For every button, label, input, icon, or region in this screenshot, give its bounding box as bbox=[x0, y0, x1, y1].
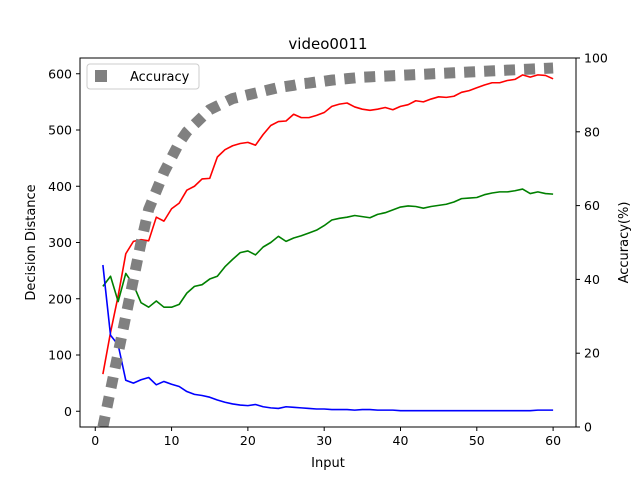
y-tick-label: 300 bbox=[48, 235, 72, 250]
x-tick-label: 10 bbox=[164, 433, 180, 448]
chart-title: video0011 bbox=[288, 35, 367, 53]
y2-tick-label: 80 bbox=[584, 124, 600, 139]
y2-tick-label: 40 bbox=[584, 272, 600, 287]
y2-tick-label: 100 bbox=[584, 51, 608, 66]
y2-axis-label: Accuracy(%) bbox=[617, 202, 632, 284]
y-tick-label: 0 bbox=[64, 404, 72, 419]
x-tick-label: 60 bbox=[545, 433, 561, 448]
y-axis-label: Decision Distance bbox=[24, 184, 39, 300]
x-axis-label: Input bbox=[311, 456, 345, 471]
y2-tick-label: 20 bbox=[584, 346, 600, 361]
y-tick-label: 600 bbox=[48, 66, 72, 81]
y-tick-label: 400 bbox=[48, 179, 72, 194]
legend-label-accuracy: Accuracy bbox=[130, 70, 190, 85]
x-tick-label: 50 bbox=[469, 433, 485, 448]
ticks: 0 10 20 30 40 50 60010020030040050060002040608… bbox=[48, 51, 608, 449]
y-tick-label: 200 bbox=[48, 291, 72, 306]
series-1-line bbox=[102, 74, 554, 375]
legend: Accuracy bbox=[86, 63, 200, 90]
legend-box bbox=[86, 63, 200, 90]
x-tick-label: 20 bbox=[240, 433, 256, 448]
x-tick-label: 40 bbox=[393, 433, 409, 448]
plot-area bbox=[97, 62, 554, 427]
y-tick-label: 100 bbox=[48, 348, 72, 363]
legend-swatch-accuracy bbox=[95, 70, 107, 82]
series-2-line bbox=[102, 188, 554, 308]
y2-tick-label: 60 bbox=[584, 198, 600, 213]
y-tick-label: 500 bbox=[48, 123, 72, 138]
x-tick-label: 0 bbox=[91, 433, 99, 448]
x-tick-label: 30 bbox=[316, 433, 332, 448]
accuracy-line bbox=[97, 62, 554, 427]
y2-tick-label: 0 bbox=[584, 420, 592, 435]
series-3-line bbox=[102, 264, 554, 412]
